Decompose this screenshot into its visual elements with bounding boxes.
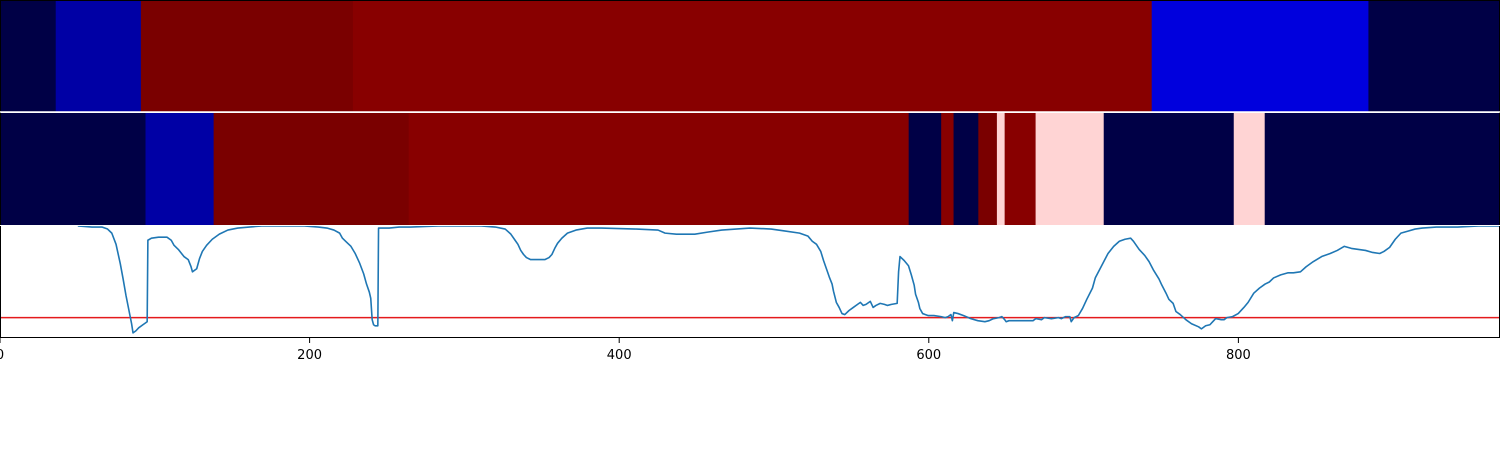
segment-0-5 [1368,0,1500,112]
line-panel-background [0,226,1500,338]
line-panel [0,226,1500,338]
segment-0-3 [352,0,1153,112]
x-tick-label-3: 600 [916,348,941,363]
x-tick-label-1: 200 [297,348,322,363]
segment-1-11 [1103,113,1235,226]
segment-1-12 [1233,113,1266,226]
x-axis: 0 200 400 600 800 [0,338,1251,363]
x-tick-label-0: 0 [0,348,4,363]
segment-1-0 [0,113,147,226]
signal-line [77,226,1500,334]
segment-1-1 [145,113,215,226]
x-tick-label-2: 400 [607,348,632,363]
segment-0-2 [140,0,354,112]
segment-1-6 [953,113,979,226]
segment-row-top [0,0,1500,112]
segment-1-5 [941,113,955,226]
segment-0-1 [55,0,142,112]
segment-1-4 [908,113,942,226]
segment-1-2 [213,113,410,226]
segment-1-7 [978,113,998,226]
segment-1-8 [996,113,1006,226]
segment-1-10 [1035,113,1105,226]
segment-0-4 [1151,0,1369,112]
segment-1-9 [1004,113,1037,226]
segment-1-3 [408,113,910,226]
segment-row-middle [0,113,1500,226]
segment-1-13 [1264,113,1500,226]
segment-0-0 [0,0,57,112]
x-tick-label-4: 800 [1226,348,1251,363]
